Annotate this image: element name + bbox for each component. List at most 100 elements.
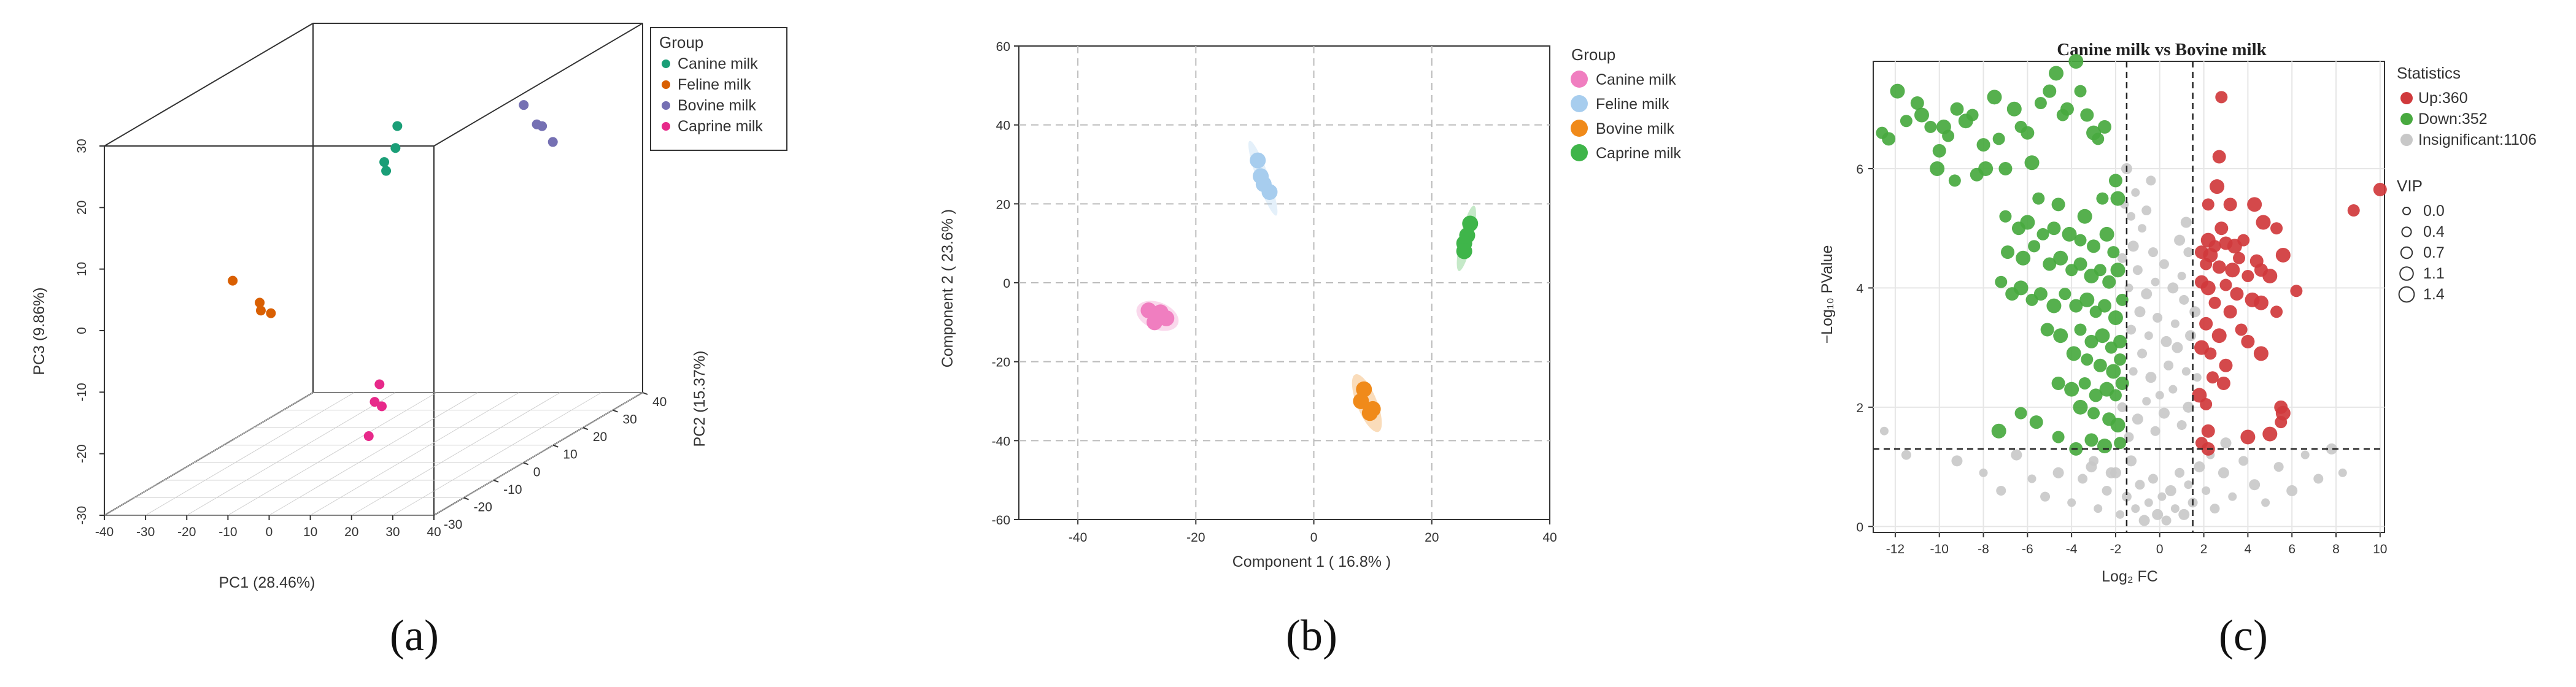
volcano-point-down-352 <box>1914 107 1929 123</box>
volcano-point-down-352 <box>2033 287 2048 301</box>
volcano-point-down-352 <box>2066 346 2081 361</box>
pca3d-x-tick-label: 0 <box>266 525 273 539</box>
volcano-x-tick-label: 2 <box>2200 542 2208 556</box>
volcano-point-down-352 <box>2110 191 2125 206</box>
volcano-point-down-352 <box>1987 90 2002 105</box>
volcano-point-insignificant-1106 <box>2127 212 2136 221</box>
volcano-point-insignificant-1106 <box>2089 456 2099 466</box>
volcano-point-down-352 <box>1998 161 2013 175</box>
pca3d-point-caprine-milk <box>374 379 385 390</box>
volcano-x-tick-label: -10 <box>1930 542 1949 556</box>
volcano-point-up-360 <box>2275 247 2291 263</box>
pca3d-ylabel: PC2 (15.37%) <box>691 350 708 447</box>
panel-label-a: (a) <box>390 611 439 660</box>
volcano-point-up-360 <box>2216 376 2230 390</box>
volcano-point-insignificant-1106 <box>2160 336 2172 347</box>
volcano-point-down-352 <box>2060 102 2074 116</box>
volcano-point-insignificant-1106 <box>2146 175 2156 186</box>
pca3d-y-tick-label: 30 <box>622 413 636 427</box>
volcano-point-insignificant-1106 <box>2011 449 2022 461</box>
volcano-point-down-352 <box>2087 239 2101 253</box>
volcano-size-legend-label: 1.4 <box>2423 286 2445 303</box>
pca3d-legend-marker-caprine-milk <box>662 122 670 131</box>
volcano-point-down-352 <box>2102 275 2116 289</box>
volcano-legend-label-up-360: Up:360 <box>2418 90 2468 107</box>
volcano-legend-title: Statistics <box>2397 64 2461 82</box>
volcano-point-up-360 <box>2219 358 2233 372</box>
volcano-point-insignificant-1106 <box>2126 324 2137 335</box>
panel-label-b: (b) <box>1286 611 1337 660</box>
pca3d-z-tick-label: -30 <box>75 506 89 524</box>
volcano-point-insignificant-1106 <box>2218 467 2229 478</box>
volcano-point-up-360 <box>2270 305 2283 318</box>
pca3d-x-tick-label: 40 <box>427 525 441 539</box>
pca3d-z-tick-label: -20 <box>75 444 89 462</box>
volcano-point-down-352 <box>1948 174 1961 187</box>
volcano-point-insignificant-1106 <box>2040 491 2051 502</box>
volcano-point-down-352 <box>1992 132 2005 145</box>
volcano-point-up-360 <box>2241 334 2255 348</box>
volcano-point-insignificant-1106 <box>2183 401 2194 413</box>
volcano-point-insignificant-1106 <box>2192 373 2202 382</box>
plsda-legend: Group Canine milk Feline milk Bovine milk C… <box>1571 45 1681 162</box>
volcano-point-down-352 <box>2046 298 2062 313</box>
pca3d-floor-gridline <box>433 392 643 516</box>
volcano-point-insignificant-1106 <box>2158 407 2170 419</box>
volcano-x-tick-label: 10 <box>2373 542 2387 556</box>
pca3d-floor-gridline <box>145 392 355 516</box>
pca3d-y-tick-mark <box>552 444 559 448</box>
volcano-point-up-360 <box>2233 251 2246 264</box>
pca3d-x-tick-label: 30 <box>385 525 400 539</box>
volcano-point-insignificant-1106 <box>2194 461 2205 473</box>
volcano-size-legend-marker <box>2398 286 2415 303</box>
volcano-point-up-360 <box>2247 197 2262 212</box>
plsda-x-tick-label: -20 <box>1186 531 1205 545</box>
volcano-size-legend-label: 0.7 <box>2423 244 2445 261</box>
plsda-ticks: -40 -20 0 20 40 -60 -40 -20 0 20 40 60 <box>992 40 1557 545</box>
volcano-point-insignificant-1106 <box>2181 367 2191 376</box>
volcano-point-down-352 <box>2110 418 2125 433</box>
pca3d-x-tick-label: -40 <box>95 525 114 539</box>
volcano-point-down-352 <box>2107 246 2120 259</box>
pca3d-ticks: -40 -30 -20 -10 0 10 20 30 40-30-20-100102030-20… <box>75 139 667 539</box>
volcano-point-down-352 <box>2053 328 2068 344</box>
volcano-point-down-352 <box>1930 161 1945 176</box>
volcano-x-tick-label: -8 <box>1978 542 1989 556</box>
pca3d-box <box>104 23 643 516</box>
pca3d-box-edge <box>433 23 643 147</box>
volcano-point-up-360 <box>2253 295 2269 310</box>
volcano-point-up-360 <box>2206 371 2219 384</box>
volcano-point-insignificant-1106 <box>2145 372 2157 383</box>
volcano-point-down-352 <box>2073 399 2088 415</box>
pca3d-y-tick-label: -30 <box>444 518 462 532</box>
volcano-point-insignificant-1106 <box>2174 234 2186 246</box>
pca3d-box-edge <box>104 23 314 147</box>
volcano-point-down-352 <box>2089 388 2103 402</box>
pca3d-floor-gridline <box>351 392 561 516</box>
volcano-point-insignificant-1106 <box>2144 498 2153 507</box>
volcano-point-insignificant-1106 <box>2172 342 2183 353</box>
pca3d-point-caprine-milk <box>363 431 374 442</box>
pca3d-y-tick-label: 20 <box>593 430 607 444</box>
volcano-point-insignificant-1106 <box>2161 515 2172 526</box>
volcano-point-insignificant-1106 <box>2102 485 2112 496</box>
volcano-point-up-360 <box>2256 215 2271 230</box>
volcano-point-insignificant-1106 <box>2185 330 2197 342</box>
plsda-point-feline-milk <box>1261 184 1278 201</box>
plsda-legend-marker-bovine-milk <box>1571 120 1588 137</box>
plsda-y-tick-label: -40 <box>992 434 1010 448</box>
plsda-x-tick-label: 0 <box>1310 531 1318 545</box>
volcano-point-insignificant-1106 <box>2170 504 2180 513</box>
volcano-point-insignificant-1106 <box>2180 217 2192 228</box>
volcano-legend-marker-insignificant-1106 <box>2400 134 2413 146</box>
volcano-point-up-360 <box>2262 268 2278 283</box>
volcano-point-up-360 <box>2200 280 2216 296</box>
volcano-point-insignificant-1106 <box>2138 224 2147 233</box>
volcano-point-insignificant-1106 <box>2176 420 2187 431</box>
pca3d-zlabel: PC3 (9.86%) <box>31 287 48 375</box>
pca3d-x-tick-label: -30 <box>136 525 155 539</box>
volcano-point-up-360 <box>2219 278 2232 291</box>
volcano-point-insignificant-1106 <box>2159 259 2169 269</box>
volcano-point-up-360 <box>2373 183 2387 197</box>
volcano-legend: Statistics VIP Up:360 Down:352 Insignifica… <box>2397 64 2537 303</box>
